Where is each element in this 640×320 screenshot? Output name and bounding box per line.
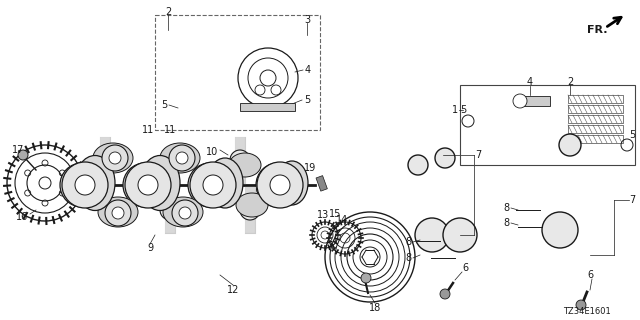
Bar bbox=[316, 176, 328, 191]
Circle shape bbox=[123, 163, 167, 207]
Polygon shape bbox=[557, 145, 573, 230]
Text: 9: 9 bbox=[147, 243, 153, 253]
Text: 4: 4 bbox=[527, 77, 533, 87]
Text: 13: 13 bbox=[317, 210, 329, 220]
Ellipse shape bbox=[140, 156, 180, 211]
Text: 11: 11 bbox=[164, 125, 176, 135]
Circle shape bbox=[109, 152, 121, 164]
Circle shape bbox=[576, 300, 586, 310]
Circle shape bbox=[440, 289, 450, 299]
Text: 16: 16 bbox=[16, 212, 28, 222]
Circle shape bbox=[74, 177, 90, 193]
Ellipse shape bbox=[236, 193, 268, 217]
Ellipse shape bbox=[229, 153, 261, 177]
Ellipse shape bbox=[207, 158, 243, 208]
Ellipse shape bbox=[163, 197, 203, 227]
Text: 3: 3 bbox=[304, 15, 310, 25]
Bar bbox=[155, 15, 320, 130]
Circle shape bbox=[435, 148, 455, 168]
Circle shape bbox=[188, 163, 232, 207]
Text: 4: 4 bbox=[305, 65, 311, 75]
Circle shape bbox=[102, 145, 128, 171]
Circle shape bbox=[125, 162, 171, 208]
Bar bbox=[568, 125, 623, 133]
Circle shape bbox=[256, 163, 300, 207]
Text: FR.: FR. bbox=[587, 25, 607, 35]
Bar bbox=[568, 95, 623, 103]
Ellipse shape bbox=[93, 143, 133, 173]
Bar bbox=[568, 115, 623, 123]
Circle shape bbox=[60, 163, 104, 207]
Circle shape bbox=[105, 200, 131, 226]
Text: 6: 6 bbox=[587, 270, 593, 280]
Text: 8: 8 bbox=[503, 203, 509, 213]
Text: 17: 17 bbox=[12, 145, 24, 155]
Text: 10: 10 bbox=[206, 147, 218, 157]
Text: 7: 7 bbox=[629, 195, 635, 205]
Bar bbox=[240, 103, 295, 111]
Ellipse shape bbox=[75, 156, 115, 211]
Circle shape bbox=[18, 150, 28, 160]
Circle shape bbox=[112, 207, 124, 219]
Circle shape bbox=[542, 212, 578, 248]
Text: 19: 19 bbox=[304, 163, 316, 173]
Text: 11: 11 bbox=[142, 125, 154, 135]
Polygon shape bbox=[442, 157, 463, 236]
Text: 15: 15 bbox=[329, 209, 341, 219]
Ellipse shape bbox=[98, 197, 138, 227]
Circle shape bbox=[169, 145, 195, 171]
Text: 8: 8 bbox=[405, 253, 411, 263]
Text: 18: 18 bbox=[369, 303, 381, 313]
Text: 8: 8 bbox=[405, 237, 411, 247]
Text: 2: 2 bbox=[567, 77, 573, 87]
Circle shape bbox=[176, 152, 188, 164]
Circle shape bbox=[361, 273, 371, 283]
Circle shape bbox=[360, 247, 380, 267]
Text: 12: 12 bbox=[227, 285, 239, 295]
Text: 1: 1 bbox=[452, 105, 458, 115]
Text: 7: 7 bbox=[475, 150, 481, 160]
Circle shape bbox=[172, 200, 198, 226]
Circle shape bbox=[443, 218, 477, 252]
Circle shape bbox=[202, 177, 218, 193]
Circle shape bbox=[190, 162, 236, 208]
Circle shape bbox=[559, 134, 581, 156]
Circle shape bbox=[408, 155, 428, 175]
Text: 5: 5 bbox=[629, 130, 635, 140]
Text: 5: 5 bbox=[304, 95, 310, 105]
Text: 14: 14 bbox=[336, 215, 348, 225]
Text: 5: 5 bbox=[161, 100, 167, 110]
Polygon shape bbox=[415, 164, 435, 236]
Circle shape bbox=[230, 150, 250, 170]
Ellipse shape bbox=[276, 161, 308, 205]
Circle shape bbox=[160, 200, 180, 220]
Text: 6: 6 bbox=[462, 263, 468, 273]
Circle shape bbox=[95, 150, 115, 170]
Bar bbox=[520, 96, 550, 106]
Circle shape bbox=[240, 200, 260, 220]
Text: 5: 5 bbox=[460, 105, 466, 115]
Circle shape bbox=[62, 162, 108, 208]
Text: 2: 2 bbox=[165, 7, 171, 17]
Circle shape bbox=[138, 175, 158, 195]
Circle shape bbox=[137, 177, 153, 193]
Circle shape bbox=[257, 162, 303, 208]
Circle shape bbox=[75, 175, 95, 195]
Text: TZ34E1601: TZ34E1601 bbox=[563, 307, 611, 316]
Ellipse shape bbox=[160, 143, 200, 173]
Circle shape bbox=[203, 175, 223, 195]
Bar bbox=[568, 105, 623, 113]
Circle shape bbox=[179, 207, 191, 219]
Bar bbox=[460, 85, 635, 165]
Circle shape bbox=[513, 94, 527, 108]
Bar bbox=[568, 135, 623, 143]
Circle shape bbox=[270, 175, 290, 195]
Circle shape bbox=[415, 218, 449, 252]
Text: 8: 8 bbox=[503, 218, 509, 228]
Circle shape bbox=[270, 177, 286, 193]
